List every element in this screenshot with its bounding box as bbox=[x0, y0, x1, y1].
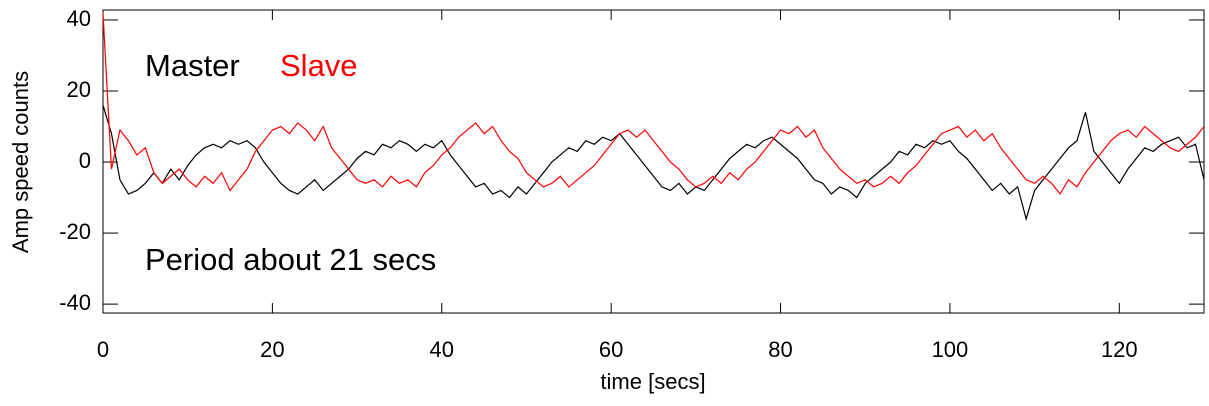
x-tick-label: 80 bbox=[768, 337, 792, 362]
annotation: Period about 21 secs bbox=[145, 242, 436, 277]
y-tick-label: 20 bbox=[67, 77, 91, 102]
x-tick-label: 0 bbox=[97, 337, 109, 362]
x-tick-label: 100 bbox=[932, 337, 969, 362]
legend-slave: Slave bbox=[280, 48, 358, 83]
x-tick-label: 40 bbox=[430, 337, 454, 362]
y-tick-label: 0 bbox=[79, 148, 91, 173]
x-tick-label: 120 bbox=[1101, 337, 1138, 362]
plot-frame bbox=[102, 9, 1205, 314]
y-tick-label: -20 bbox=[59, 219, 91, 244]
y-tick-label: -40 bbox=[59, 290, 91, 315]
y-axis-label: Amp speed counts bbox=[8, 71, 33, 253]
line-master bbox=[102, 105, 1205, 222]
x-tick-label: 60 bbox=[599, 337, 623, 362]
legend-master: Master bbox=[145, 48, 240, 83]
y-tick-label: 40 bbox=[67, 6, 91, 31]
line-slave bbox=[102, 12, 1205, 196]
x-tick-label: 20 bbox=[260, 337, 284, 362]
x-axis-label: time [secs] bbox=[600, 369, 705, 394]
